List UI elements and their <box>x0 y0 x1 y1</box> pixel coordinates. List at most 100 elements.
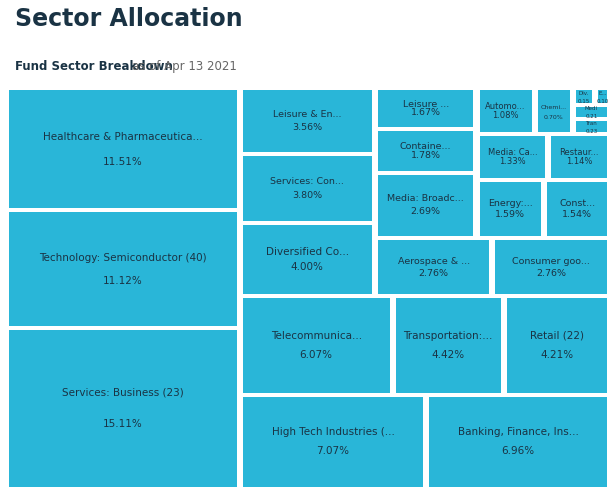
Bar <box>240 88 375 154</box>
Bar <box>504 297 610 395</box>
Bar <box>573 119 610 134</box>
Bar <box>243 156 372 221</box>
Bar <box>476 180 544 238</box>
Text: Leisure ...: Leisure ... <box>403 100 449 109</box>
Bar <box>378 240 489 295</box>
Text: Technology: Semiconductor (40): Technology: Semiconductor (40) <box>39 252 207 263</box>
Bar <box>476 88 535 134</box>
Bar <box>479 90 532 132</box>
Text: Retail (22): Retail (22) <box>530 331 584 341</box>
Text: 1.78%: 1.78% <box>411 151 441 160</box>
Text: 1.59%: 1.59% <box>495 211 525 219</box>
Text: Chemi...: Chemi... <box>541 105 567 110</box>
Bar <box>535 88 573 134</box>
Text: 1.14%: 1.14% <box>566 157 592 166</box>
Bar <box>551 136 607 178</box>
Bar <box>476 134 549 180</box>
Bar <box>375 88 476 129</box>
Bar <box>9 213 237 327</box>
Text: 4.21%: 4.21% <box>540 351 574 360</box>
Bar <box>573 105 610 119</box>
Bar <box>549 134 610 180</box>
Bar <box>375 129 476 172</box>
Text: Banking, Finance, Ins...: Banking, Finance, Ins... <box>458 427 579 437</box>
Bar <box>492 238 610 297</box>
Bar <box>547 182 607 236</box>
Text: 1.33%: 1.33% <box>499 157 526 166</box>
Text: 0.23: 0.23 <box>585 129 598 134</box>
Bar <box>375 238 492 297</box>
Bar <box>243 299 390 393</box>
Text: Automo...: Automo... <box>485 102 526 111</box>
Text: 3.56%: 3.56% <box>292 123 322 132</box>
Text: 0.21: 0.21 <box>585 114 598 119</box>
Text: Telecommunica...: Telecommunica... <box>270 331 362 341</box>
Bar <box>479 136 546 178</box>
Text: Fund Sector Breakdown: Fund Sector Breakdown <box>15 60 173 73</box>
Text: 6.07%: 6.07% <box>300 351 333 360</box>
Text: Const...: Const... <box>559 199 595 208</box>
Bar <box>6 211 240 328</box>
Text: High Tech Industries (...: High Tech Industries (... <box>272 427 394 437</box>
Bar <box>495 240 607 295</box>
Bar <box>595 88 610 105</box>
Bar <box>243 90 372 152</box>
Bar <box>378 174 473 236</box>
Bar <box>429 397 607 487</box>
Text: Diversified Co...: Diversified Co... <box>266 247 349 257</box>
Bar <box>576 90 592 103</box>
Text: 15.11%: 15.11% <box>103 419 143 430</box>
Bar <box>240 297 392 395</box>
Text: Leisure & En...: Leisure & En... <box>273 110 341 119</box>
Text: 4.42%: 4.42% <box>432 351 465 360</box>
Text: Restaur...: Restaur... <box>560 148 599 157</box>
Text: 1.54%: 1.54% <box>562 211 592 219</box>
Text: Services: Business (23): Services: Business (23) <box>62 387 184 397</box>
Text: Transportation:...: Transportation:... <box>403 331 493 341</box>
Bar <box>378 90 473 127</box>
Text: Media: Broadc...: Media: Broadc... <box>387 194 464 203</box>
Bar <box>479 182 541 236</box>
Text: Div.: Div. <box>579 91 589 96</box>
Text: 1.67%: 1.67% <box>411 109 441 117</box>
Text: Sector Allocation: Sector Allocation <box>15 7 243 30</box>
Bar <box>598 90 607 103</box>
Text: Consumer goo...: Consumer goo... <box>512 257 590 266</box>
Bar <box>507 299 607 393</box>
Bar <box>9 90 237 208</box>
Bar <box>6 328 240 489</box>
Text: Energy:...: Energy:... <box>488 199 533 208</box>
Text: Services: Con...: Services: Con... <box>270 177 345 186</box>
Bar <box>243 397 423 487</box>
Bar <box>240 223 375 297</box>
Text: as of Apr 13 2021: as of Apr 13 2021 <box>132 60 237 73</box>
Bar <box>378 131 473 170</box>
Text: 2.69%: 2.69% <box>411 207 441 217</box>
Text: Containe...: Containe... <box>400 142 452 151</box>
Bar <box>576 107 607 117</box>
Text: 2.76%: 2.76% <box>536 269 566 277</box>
Text: 4.00%: 4.00% <box>291 262 324 272</box>
Text: 2.76%: 2.76% <box>419 269 449 277</box>
Text: 3.80%: 3.80% <box>292 191 322 200</box>
Text: 11.12%: 11.12% <box>103 276 143 286</box>
Bar <box>538 90 569 132</box>
Bar <box>395 299 501 393</box>
Text: E...: E... <box>598 91 607 96</box>
Bar <box>576 121 607 132</box>
Text: 0.15: 0.15 <box>577 99 590 104</box>
Bar <box>573 88 595 105</box>
Bar <box>544 180 610 238</box>
Text: Medi: Medi <box>585 106 598 111</box>
Text: Aerospace & ...: Aerospace & ... <box>398 257 470 266</box>
Bar <box>426 395 610 489</box>
Text: 0.70%: 0.70% <box>544 115 563 120</box>
Text: 6.96%: 6.96% <box>501 446 535 456</box>
Bar <box>375 172 476 238</box>
Text: 0.10: 0.10 <box>596 99 609 104</box>
Bar <box>6 88 240 211</box>
Bar <box>243 225 372 295</box>
Text: Media: Ca...: Media: Ca... <box>487 148 537 157</box>
Bar <box>240 154 375 223</box>
Text: Tran: Tran <box>585 121 597 126</box>
